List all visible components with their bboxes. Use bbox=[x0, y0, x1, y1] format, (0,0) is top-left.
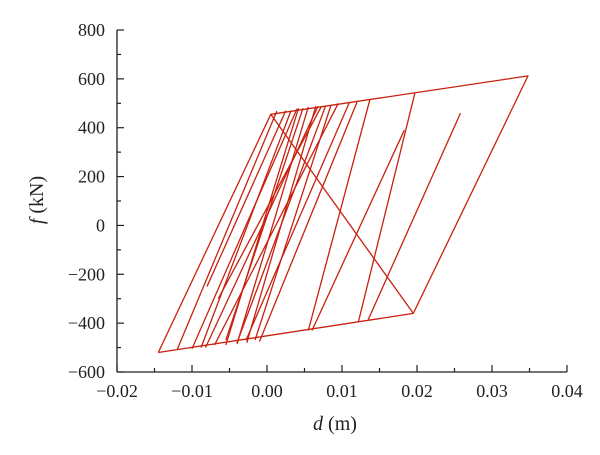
hysteresis-segment bbox=[254, 105, 332, 341]
x-tick-label: −0.02 bbox=[96, 381, 138, 401]
y-tick-label: 200 bbox=[78, 167, 105, 187]
y-tick-label: −600 bbox=[68, 362, 105, 382]
hysteresis-segment bbox=[176, 110, 278, 351]
hysteresis-segment bbox=[204, 105, 319, 348]
hysteresis-segment bbox=[213, 103, 339, 346]
y-axis-unit: (kN) bbox=[26, 176, 48, 219]
y-tick-label: 400 bbox=[78, 118, 105, 138]
y-axis-title: f (kN) bbox=[26, 176, 48, 224]
x-ticks: −0.02 −0.01 0.00 0.01 0.02 0.03 0.04 bbox=[96, 365, 583, 401]
hysteresis-segment bbox=[270, 113, 414, 314]
y-tick-label: 800 bbox=[78, 20, 105, 40]
x-tick-label: 0.01 bbox=[326, 381, 358, 401]
y-tick-label: −200 bbox=[68, 264, 105, 284]
series-lines bbox=[157, 75, 529, 354]
hysteresis-segment bbox=[236, 106, 309, 345]
x-tick-label: −0.01 bbox=[171, 381, 213, 401]
x-tick-label: 0.00 bbox=[251, 381, 283, 401]
hysteresis-segment bbox=[245, 101, 351, 341]
y-tick-label: 0 bbox=[96, 215, 105, 235]
hysteresis-segment bbox=[307, 99, 371, 331]
x-axis-unit: (m) bbox=[323, 413, 357, 435]
x-tick-label: 0.02 bbox=[401, 381, 433, 401]
hysteresis-segment bbox=[206, 110, 287, 287]
hysteresis-segment bbox=[367, 112, 462, 320]
x-axis-var: d bbox=[313, 413, 324, 435]
x-tick-label: 0.04 bbox=[551, 381, 583, 401]
hysteresis-segment bbox=[258, 101, 358, 342]
hysteresis-segment bbox=[200, 110, 292, 348]
hysteresis-segment bbox=[191, 108, 298, 350]
hysteresis-segment bbox=[357, 93, 416, 322]
axes: −600 −400 −200 0 200 400 600 800 −0.02 −0.01 0.00… bbox=[68, 20, 583, 401]
x-axis-title: d (m) bbox=[313, 413, 357, 435]
x-tick-label: 0.03 bbox=[476, 381, 508, 401]
y-tick-label: 600 bbox=[78, 69, 105, 89]
hysteresis-segment bbox=[236, 105, 327, 343]
hysteresis-segment bbox=[157, 75, 529, 354]
y-axis-var: f bbox=[26, 216, 48, 224]
hysteresis-segment bbox=[225, 107, 304, 341]
y-ticks: −600 −400 −200 0 200 400 600 800 bbox=[68, 20, 124, 382]
hysteresis-segment bbox=[311, 129, 405, 331]
y-tick-label: −400 bbox=[68, 313, 105, 333]
